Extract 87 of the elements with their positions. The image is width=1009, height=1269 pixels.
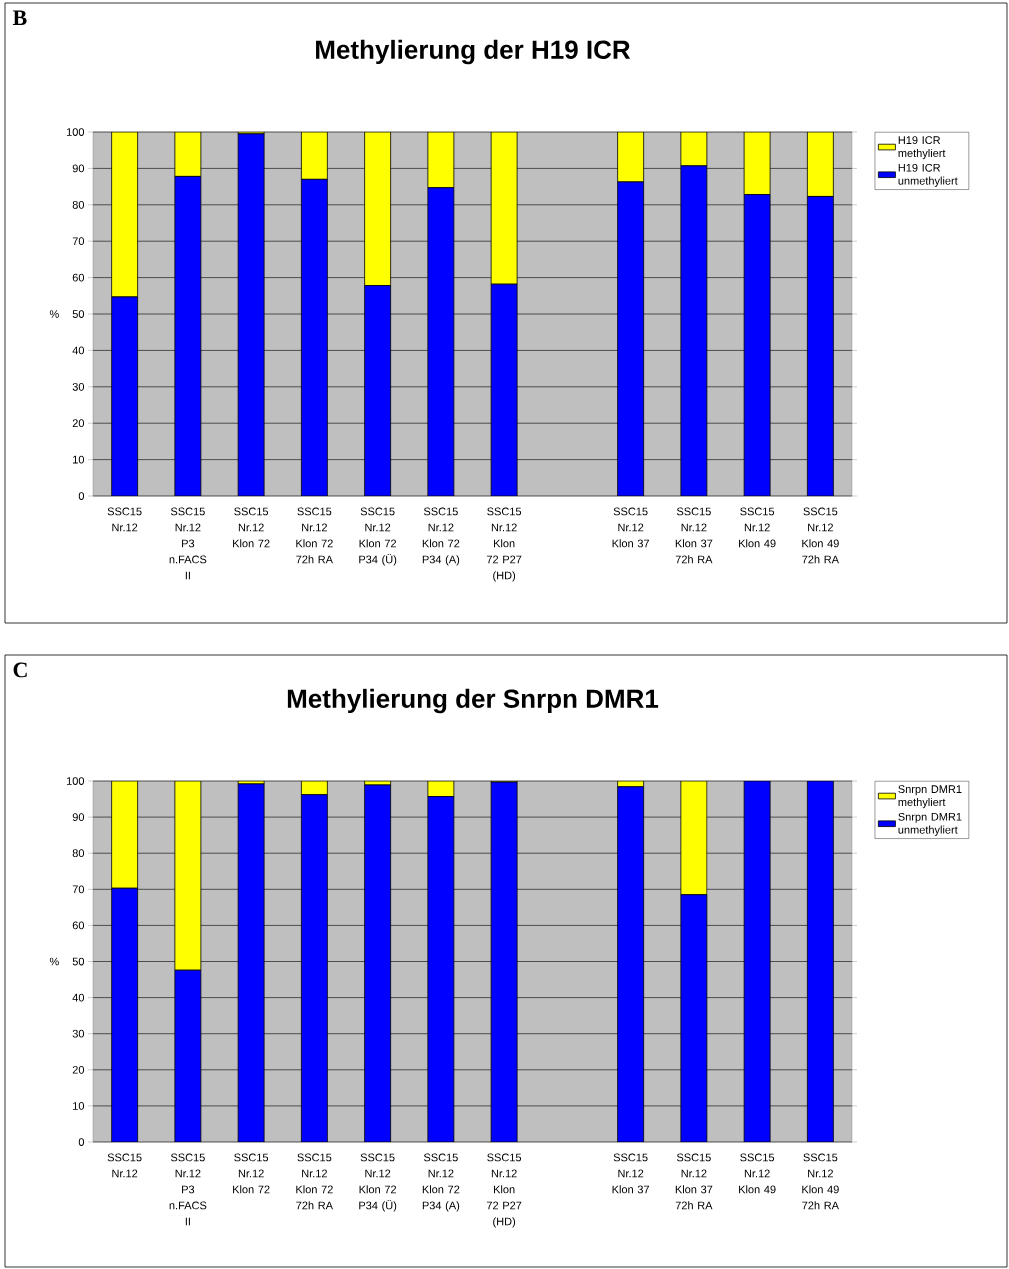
- bar: [364, 784, 392, 1143]
- bar: [490, 132, 518, 285]
- bar: [300, 794, 328, 1143]
- x-tick-label: SSC15 Nr.12 Klon 72 72h RA: [296, 507, 333, 564]
- x-tick-label: SSC15 Nr.12 Klon 72 P34 (A): [422, 507, 460, 566]
- y-axis-title: %: [49, 957, 59, 966]
- x-tick-label: SSC15 Nr.12 Klon 49: [739, 1153, 776, 1194]
- text: C: [13, 662, 27, 678]
- y-tick-label: 40: [72, 346, 85, 355]
- legend-label: Snrpn DMR1 methyliert: [898, 785, 962, 809]
- bar: [111, 781, 139, 889]
- bar: [617, 132, 645, 183]
- x-tick-label: SSC15 Nr.12 P3 n.FACS II: [169, 507, 207, 580]
- y-tick-label: 100: [66, 128, 85, 136]
- y-tick-label: 50: [72, 310, 85, 318]
- legend-label: H19 ICR methyliert: [898, 136, 946, 160]
- x-tick-label: SSC15 Nr.12: [107, 1153, 142, 1178]
- bar: [427, 187, 455, 497]
- bar: [490, 781, 518, 1143]
- x-tick-label: SSC15 Nr.12 Klon 72 P27 (HD): [486, 507, 522, 582]
- legend-label: Snrpn DMR1 unmethyliert: [898, 812, 962, 836]
- bar: [300, 178, 328, 497]
- bar: [427, 132, 455, 189]
- x-tick-label: SSC15 Nr.12 Klon 72 72h RA: [296, 1153, 333, 1210]
- bar: [111, 132, 139, 298]
- x-tick-label: SSC15 Nr.12 Klon 72 P34 (Ü): [359, 1153, 397, 1212]
- x-tick-label: SSC15 Nr.12 Klon 72 P34 (A): [422, 1153, 460, 1212]
- bar: [364, 285, 392, 497]
- y-tick-label: 50: [72, 957, 85, 966]
- y-tick-label: 60: [72, 921, 85, 930]
- bar: [617, 181, 645, 497]
- bar: [806, 132, 834, 197]
- bar: [680, 781, 708, 896]
- y-axis-title: %: [49, 310, 59, 318]
- bar: [743, 194, 771, 497]
- chart-title: Methylierung der Snrpn DMR1: [287, 688, 659, 714]
- x-tick-label: SSC15 Nr.12 Klon 49: [739, 507, 776, 548]
- bar: [174, 969, 202, 1143]
- y-tick-label: 70: [72, 885, 85, 894]
- bar: [743, 132, 771, 196]
- bar: [364, 132, 392, 287]
- bar: [806, 196, 834, 497]
- bar: [617, 786, 645, 1143]
- y-tick-label: 80: [72, 849, 85, 858]
- y-tick-label: 30: [72, 1029, 85, 1038]
- bar: [743, 781, 771, 1143]
- y-tick-label: 40: [72, 993, 85, 1002]
- x-tick-label: SSC15 Nr.12 Klon 72 P34 (Ü): [359, 507, 397, 566]
- y-tick-label: 20: [72, 419, 85, 428]
- bar: [680, 165, 708, 497]
- chart-title: Methylierung der H19 ICR: [316, 39, 631, 65]
- x-tick-label: SSC15 Nr.12 Klon 72: [233, 1153, 270, 1194]
- text: B: [12, 10, 27, 26]
- y-tick-label: 90: [72, 813, 85, 822]
- legend-label: H19 ICR unmethyliert: [898, 163, 958, 187]
- y-tick-label: 10: [73, 1102, 85, 1110]
- y-tick-label: 0: [78, 492, 85, 500]
- x-tick-label: SSC15 Nr.12 Klon 37: [612, 1153, 650, 1194]
- x-tick-label: SSC15 Nr.12 P3 n.FACS II: [169, 1153, 207, 1226]
- bar: [111, 887, 139, 1143]
- bar: [237, 783, 265, 1143]
- y-tick-label: 60: [72, 273, 85, 282]
- y-tick-label: 100: [66, 777, 85, 785]
- x-tick-label: SSC15 Nr.12: [107, 507, 142, 532]
- bar: [680, 894, 708, 1143]
- bar: [237, 133, 265, 497]
- x-tick-label: SSC15 Nr.12 Klon 37 72h RA: [675, 507, 713, 564]
- y-tick-label: 80: [72, 200, 85, 209]
- y-tick-label: 30: [72, 382, 85, 391]
- y-tick-label: 90: [72, 164, 85, 173]
- y-tick-label: 10: [73, 455, 85, 464]
- bar: [174, 176, 202, 497]
- y-tick-label: 0: [78, 1138, 85, 1146]
- x-tick-label: SSC15 Nr.12 Klon 72: [233, 507, 270, 548]
- bar: [174, 781, 202, 971]
- x-tick-label: SSC15 Nr.12 Klon 37: [612, 507, 650, 548]
- bar: [111, 296, 139, 497]
- x-tick-label: SSC15 Nr.12 Klon 49 72h RA: [802, 507, 839, 564]
- bar: [427, 796, 455, 1143]
- bar: [300, 132, 328, 180]
- x-tick-label: SSC15 Nr.12 Klon 49 72h RA: [802, 1153, 839, 1210]
- bar: [806, 781, 834, 1143]
- bar: [490, 283, 518, 497]
- x-tick-label: SSC15 Nr.12 Klon 72 P27 (HD): [486, 1153, 522, 1228]
- y-tick-label: 20: [72, 1065, 85, 1074]
- y-tick-label: 70: [72, 237, 85, 246]
- x-tick-label: SSC15 Nr.12 Klon 37 72h RA: [675, 1153, 713, 1210]
